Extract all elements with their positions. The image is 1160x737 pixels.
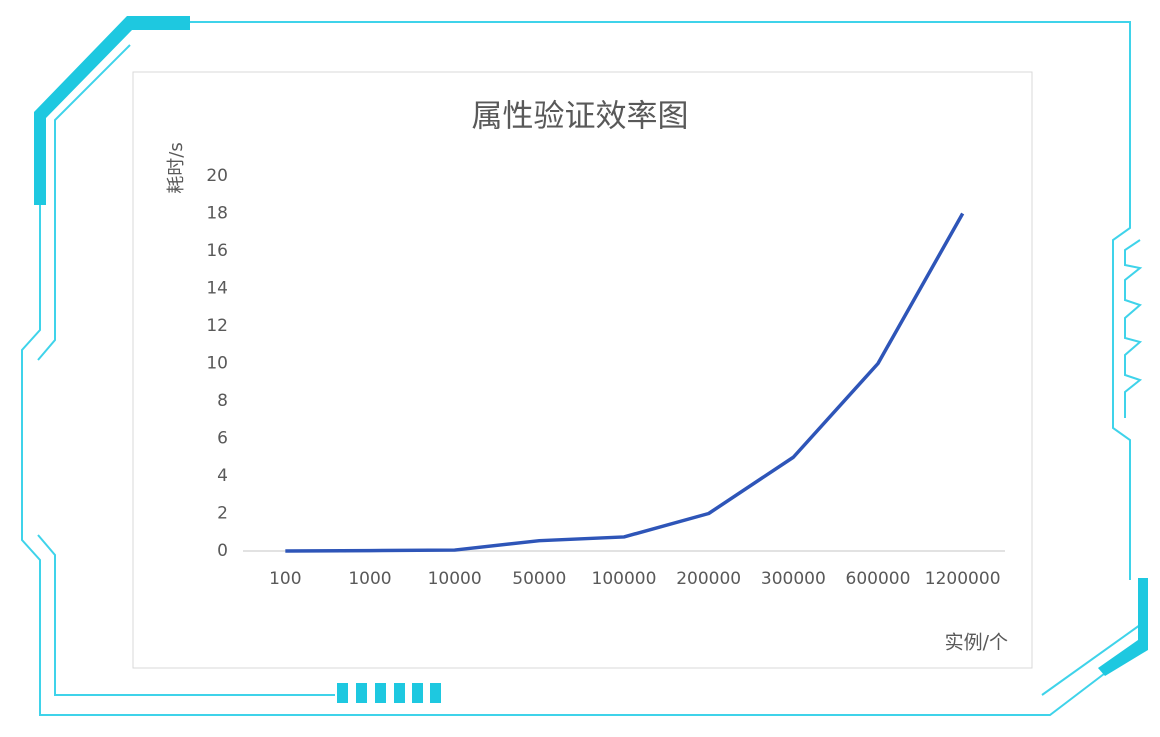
y-tick-label: 4: [217, 466, 228, 486]
y-tick-label: 0: [217, 541, 228, 561]
y-tick-label: 10: [206, 354, 228, 374]
y-tick-label: 16: [206, 241, 228, 261]
y-tick-label: 14: [206, 279, 228, 299]
frame: [21, 16, 1148, 716]
data-line: [285, 212, 965, 553]
x-tick-label: 10000: [428, 569, 482, 589]
y-tick-label: 12: [206, 316, 228, 336]
y-tick-label: 20: [206, 166, 228, 186]
x-tick-label: 100000: [592, 569, 657, 589]
x-axis-label: 实例/个: [945, 632, 1008, 654]
plot-area: [132, 71, 1033, 669]
x-tick-label: 100: [269, 569, 301, 589]
y-tick-label: 8: [217, 391, 228, 411]
y-axis-label: 耗时/s: [166, 142, 187, 193]
x-tick-label: 50000: [512, 569, 566, 589]
chart-title: 属性验证效率图: [472, 99, 689, 135]
x-tick-label: 200000: [676, 569, 741, 589]
x-tick-label: 1000: [348, 569, 391, 589]
x-tick-label: 300000: [761, 569, 826, 589]
y-tick-label: 18: [206, 204, 228, 224]
x-tick-label: 1200000: [925, 569, 1001, 589]
x-tick-label: 600000: [846, 569, 911, 589]
y-tick-label: 6: [217, 429, 228, 449]
y-tick-label: 2: [217, 504, 228, 524]
